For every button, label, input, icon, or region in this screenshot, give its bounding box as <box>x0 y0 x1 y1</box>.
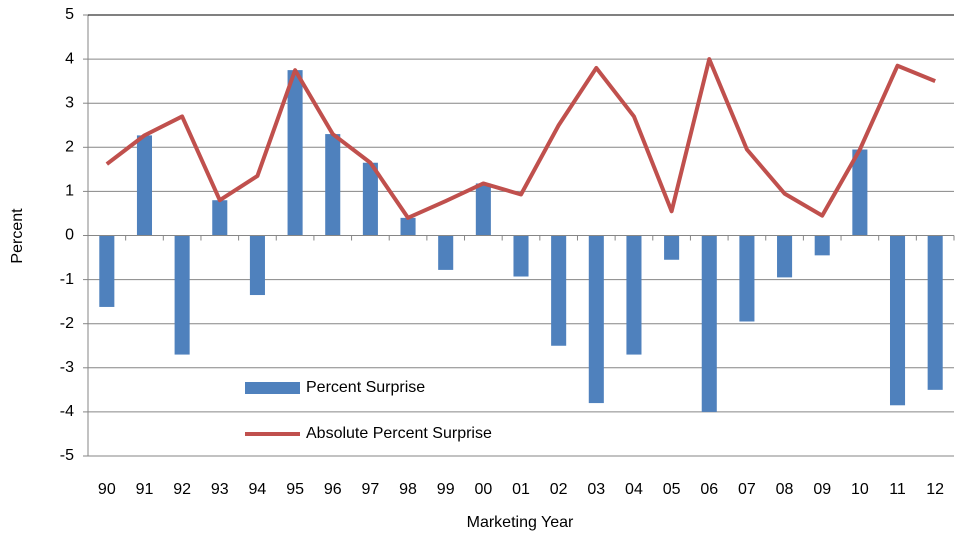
y-tick-label: 3 <box>65 94 74 111</box>
x-tick-label: 01 <box>512 481 530 498</box>
x-tick-label: 99 <box>437 481 455 498</box>
y-tick-label: -3 <box>60 359 74 376</box>
y-tick-label: 2 <box>65 139 74 156</box>
bar <box>174 235 190 355</box>
bar <box>287 70 303 236</box>
line <box>105 57 936 220</box>
x-tick-label: 90 <box>98 481 116 498</box>
legend-label: Percent Surprise <box>306 379 425 396</box>
bar <box>588 235 604 404</box>
x-tick-label: 98 <box>399 481 417 498</box>
bar <box>701 235 717 412</box>
x-tick-label: 02 <box>550 481 568 498</box>
bar <box>99 235 115 307</box>
x-tick-label: 07 <box>738 481 756 498</box>
x-tick-label: 03 <box>587 481 605 498</box>
bar <box>551 235 567 346</box>
bar <box>362 162 378 236</box>
legend-swatch <box>245 382 300 394</box>
x-tick-label: 05 <box>663 481 681 498</box>
y-tick-label: 1 <box>65 183 74 200</box>
y-tick-label: -1 <box>60 271 74 288</box>
bar <box>249 235 265 296</box>
x-tick-label: 11 <box>889 481 906 498</box>
bar <box>475 183 491 236</box>
y-axis-title: Percent <box>9 208 26 264</box>
x-tick-label: 06 <box>700 481 718 498</box>
x-tick-label: 93 <box>211 481 229 498</box>
x-tick-label: 91 <box>136 481 154 498</box>
x-axis-title: Marketing Year <box>467 514 574 531</box>
bar <box>212 200 228 236</box>
x-tick-label: 96 <box>324 481 342 498</box>
bar <box>513 235 529 277</box>
bar <box>889 235 906 406</box>
y-tick-label: 5 <box>65 6 74 23</box>
legend-label: Absolute Percent Surprise <box>306 425 492 442</box>
x-tick-label: 12 <box>926 481 944 498</box>
bar <box>664 235 680 260</box>
y-tick-label: -2 <box>60 315 74 332</box>
bar <box>325 134 341 236</box>
x-tick-label: 10 <box>851 481 869 498</box>
x-tick-label: 08 <box>776 481 794 498</box>
y-tick-label: 4 <box>65 50 74 67</box>
bar <box>136 135 153 236</box>
x-tick-label: 00 <box>474 481 492 498</box>
bar <box>777 235 793 278</box>
bar <box>626 235 642 355</box>
x-tick-label: 95 <box>286 481 304 498</box>
x-tick-label: 04 <box>625 481 643 498</box>
y-tick-label: -5 <box>60 447 74 464</box>
x-tick-label: 92 <box>173 481 191 498</box>
bar <box>438 235 454 270</box>
bar <box>927 235 943 390</box>
bar <box>852 149 868 236</box>
y-tick-label: -4 <box>60 403 74 420</box>
bar <box>400 217 416 236</box>
y-tick-label: 0 <box>65 227 74 244</box>
x-tick-label: 97 <box>361 481 379 498</box>
bar <box>739 235 755 322</box>
x-tick-label: 09 <box>813 481 831 498</box>
x-tick-label: 94 <box>249 481 267 498</box>
bar <box>814 235 830 256</box>
